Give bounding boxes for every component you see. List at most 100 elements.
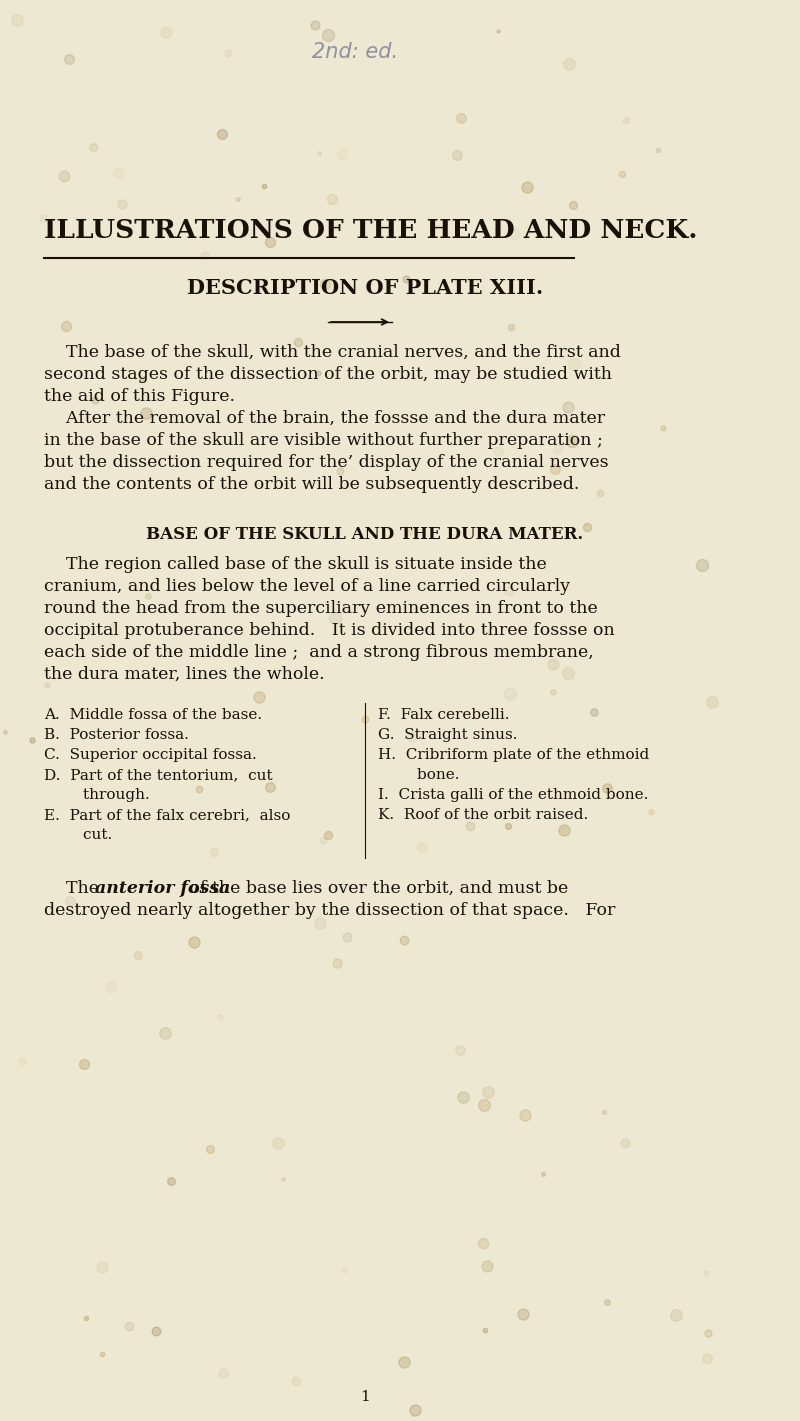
Point <box>312 361 325 384</box>
Point <box>549 458 562 480</box>
Point <box>482 1081 495 1104</box>
Text: of the base lies over the orbit, and must be: of the base lies over the orbit, and mus… <box>184 880 568 897</box>
Point <box>330 952 343 975</box>
Point <box>215 122 228 145</box>
Point <box>518 1104 531 1127</box>
Text: 2nd: ed.: 2nd: ed. <box>313 43 398 63</box>
Point <box>451 144 464 166</box>
Point <box>478 1093 491 1115</box>
Point <box>502 580 515 603</box>
Text: K.  Roof of the orbit raised.: K. Roof of the orbit raised. <box>378 809 589 821</box>
Point <box>141 584 154 607</box>
Point <box>594 482 606 504</box>
Point <box>64 890 77 912</box>
Point <box>36 206 49 229</box>
Point <box>80 1307 93 1330</box>
Point <box>328 607 341 630</box>
Point <box>463 814 476 837</box>
Point <box>0 720 12 743</box>
Text: The base of the skull, with the cranial nerves, and the first and: The base of the skull, with the cranial … <box>44 344 621 361</box>
Point <box>481 1255 494 1277</box>
Point <box>359 708 372 730</box>
Text: anterior fossa: anterior fossa <box>95 880 230 897</box>
Text: destroyed nearly altogether by the dissection of that space.   For: destroyed nearly altogether by the disse… <box>44 902 615 919</box>
Point <box>334 460 346 483</box>
Text: in the base of the skull are visible without further preparation ;: in the base of the skull are visible wit… <box>44 432 602 449</box>
Point <box>264 232 277 254</box>
Point <box>408 1398 421 1421</box>
Point <box>276 1168 289 1191</box>
Point <box>656 416 669 439</box>
Text: C.  Superior occipital fossa.: C. Superior occipital fossa. <box>44 747 257 762</box>
Point <box>508 223 521 246</box>
Text: The region called base of the skull is situate inside the: The region called base of the skull is s… <box>44 556 546 573</box>
Point <box>192 777 205 800</box>
Text: B.  Posterior fossa.: B. Posterior fossa. <box>44 728 189 742</box>
Point <box>620 108 633 131</box>
Point <box>652 139 665 162</box>
Point <box>502 814 514 837</box>
Point <box>150 1320 163 1343</box>
Point <box>159 1022 172 1044</box>
Point <box>16 1050 29 1073</box>
Point <box>546 652 559 675</box>
Point <box>454 1039 466 1061</box>
Point <box>264 776 277 799</box>
Text: E.  Part of the falx cerebri,  also: E. Part of the falx cerebri, also <box>44 809 290 821</box>
Point <box>492 20 505 43</box>
Point <box>601 777 614 800</box>
Point <box>400 267 413 290</box>
Point <box>546 681 559 703</box>
Text: The: The <box>44 880 104 897</box>
Point <box>322 24 334 47</box>
Point <box>319 273 332 296</box>
Point <box>217 1361 230 1384</box>
Point <box>271 1131 284 1154</box>
Point <box>40 674 53 696</box>
Point <box>616 163 629 186</box>
Text: but the dissection required for the’ display of the cranial nerves: but the dissection required for the’ dis… <box>44 453 608 470</box>
Point <box>135 368 148 391</box>
Point <box>521 176 534 199</box>
Point <box>597 1101 610 1124</box>
Point <box>132 944 145 966</box>
Point <box>701 1347 714 1370</box>
Point <box>88 388 101 411</box>
Text: and the contents of the orbit will be subsequently described.: and the contents of the orbit will be su… <box>44 476 579 493</box>
Text: each side of the middle line ;  and a strong fibrous membrane,: each side of the middle line ; and a str… <box>44 644 594 661</box>
Point <box>290 1370 302 1393</box>
Point <box>336 144 349 166</box>
Point <box>77 1053 90 1076</box>
Point <box>567 195 580 217</box>
Point <box>115 193 128 216</box>
Point <box>258 175 270 198</box>
Point <box>398 1351 411 1374</box>
Point <box>551 438 564 460</box>
Point <box>699 1262 712 1285</box>
Point <box>62 48 75 71</box>
Text: DESCRIPTION OF PLATE XIII.: DESCRIPTION OF PLATE XIII. <box>186 279 542 298</box>
Point <box>537 1162 550 1185</box>
Text: F.  Falx cerebelli.: F. Falx cerebelli. <box>378 708 510 722</box>
Point <box>398 929 410 952</box>
Point <box>337 1258 350 1280</box>
Point <box>702 1322 714 1344</box>
Point <box>58 165 70 188</box>
Point <box>406 726 418 749</box>
Point <box>457 1086 470 1108</box>
Point <box>562 395 574 418</box>
Point <box>402 520 414 543</box>
Point <box>504 315 517 338</box>
Point <box>705 691 718 713</box>
Point <box>231 188 244 210</box>
Text: through.: through. <box>44 789 150 801</box>
Point <box>581 516 594 539</box>
Point <box>341 925 354 948</box>
Text: After the removal of the brain, the fossse and the dura mater: After the removal of the brain, the foss… <box>44 411 605 426</box>
Point <box>214 1005 226 1027</box>
Point <box>106 612 119 635</box>
Point <box>326 188 338 210</box>
Point <box>87 135 100 158</box>
Text: D.  Part of the tentorium,  cut: D. Part of the tentorium, cut <box>44 767 272 782</box>
Point <box>309 14 322 37</box>
